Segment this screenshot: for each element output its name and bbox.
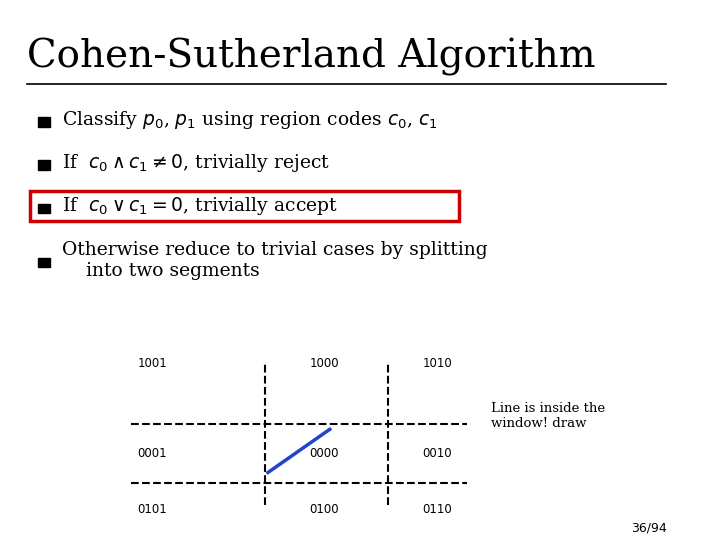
Text: 0010: 0010 <box>423 447 452 460</box>
Text: Line is inside the
window! draw: Line is inside the window! draw <box>491 402 606 430</box>
Text: Cohen-Sutherland Algorithm: Cohen-Sutherland Algorithm <box>27 38 596 76</box>
Text: If  $c_0 \vee c_1 = 0$, trivially accept: If $c_0 \vee c_1 = 0$, trivially accept <box>62 195 338 217</box>
Text: 1000: 1000 <box>310 357 339 370</box>
Text: 1010: 1010 <box>423 357 452 370</box>
Text: 0000: 0000 <box>310 447 339 460</box>
Text: 0100: 0100 <box>310 503 339 516</box>
Text: Classify $p_0$, $p_1$ using region codes $c_0$, $c_1$: Classify $p_0$, $p_1$ using region codes… <box>62 109 438 131</box>
FancyBboxPatch shape <box>37 117 50 127</box>
FancyBboxPatch shape <box>37 204 50 213</box>
Text: 36/94: 36/94 <box>631 522 667 535</box>
Text: If  $c_0 \wedge c_1 \neq 0$, trivially reject: If $c_0 \wedge c_1 \neq 0$, trivially re… <box>62 152 330 174</box>
Text: 0001: 0001 <box>138 447 167 460</box>
Text: 0101: 0101 <box>138 503 167 516</box>
Text: Otherwise reduce to trivial cases by splitting
    into two segments: Otherwise reduce to trivial cases by spl… <box>62 241 487 280</box>
Text: 0110: 0110 <box>423 503 452 516</box>
FancyBboxPatch shape <box>37 258 50 267</box>
FancyBboxPatch shape <box>37 160 50 170</box>
Text: 1001: 1001 <box>138 357 167 370</box>
